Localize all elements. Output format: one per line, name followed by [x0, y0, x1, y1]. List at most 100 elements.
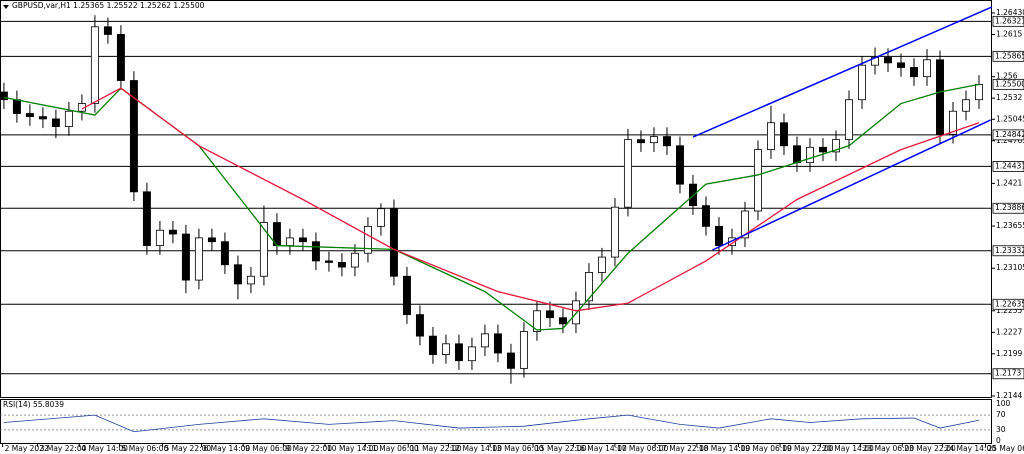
main-frame [0, 0, 992, 398]
x-tick-label: 24 May 14:00 [945, 444, 997, 453]
candle-body [584, 272, 593, 302]
candle-body [506, 352, 515, 369]
candle-body [350, 252, 359, 268]
level-box [992, 129, 1024, 141]
level-box [992, 50, 1024, 62]
x-tick-label: 16 May 14:00 [575, 444, 627, 453]
x-tick-label: 19 May 06:00 [740, 444, 792, 453]
candle-body [910, 67, 918, 78]
level-label: 1.26321 [995, 16, 1024, 25]
candle-body [116, 34, 125, 81]
y-tick-label: 1.25045 [996, 114, 1024, 123]
candle-body [402, 275, 411, 316]
level-label: 1.23332 [995, 246, 1024, 255]
candle-body [38, 116, 47, 120]
level-label: 1.24431 [995, 161, 1024, 170]
candle-body [754, 149, 762, 212]
candle-body [376, 208, 385, 227]
x-tick-label: 20 May 14:00 [822, 444, 874, 453]
level-label: 1.2173 [995, 369, 1021, 378]
x-tick-label: 23 May 22:00 [904, 444, 956, 453]
x-tick-label: 12 May 14:00 [451, 444, 503, 453]
candle-body [897, 62, 905, 68]
y-tick-label: 1.2144 [996, 391, 1022, 400]
candle-body [220, 241, 229, 266]
candle-body [337, 262, 346, 268]
x-tick-label: 2 May 2022 [5, 444, 49, 453]
candle-body [936, 59, 944, 135]
candle-body [129, 80, 138, 193]
x-tick-label: 11 May 06:00 [367, 444, 419, 453]
candle-body [975, 83, 983, 101]
x-tick-label: 18 May 14:00 [699, 444, 751, 453]
candle-body [610, 206, 619, 258]
y-tick-label: 1.256 [996, 72, 1018, 81]
candle-body [259, 222, 268, 277]
candle-body [51, 118, 60, 127]
x-tick-label: 11 May 22:00 [410, 444, 462, 453]
candle-body [767, 122, 775, 151]
candle-body [532, 310, 541, 332]
candle-body [571, 300, 580, 325]
candle-body [793, 145, 801, 164]
y-tick-label: 1.2255 [996, 306, 1022, 315]
y-tick-label: 1.26430 [996, 8, 1024, 17]
chart-title: GBPUSD,var,H1 1.25365 1.25522 1.25262 1.… [12, 1, 205, 10]
candle-body [363, 225, 372, 254]
candle-body [168, 229, 177, 235]
candle-body [64, 110, 73, 127]
x-tick-label: 13 May 06:00 [492, 444, 544, 453]
candle-body [832, 139, 840, 153]
level-box [992, 161, 1024, 172]
candle-body [519, 331, 528, 369]
trend-line [712, 119, 992, 251]
candle-body [962, 99, 970, 112]
candle-body [480, 333, 489, 348]
candle-body [298, 237, 307, 243]
rsi-tick-label: 100 [996, 399, 1011, 408]
candle-body [90, 26, 99, 104]
level-box [992, 245, 1024, 257]
y-tick-label: 1.2421 [996, 178, 1022, 187]
candle-body [740, 210, 749, 239]
x-tick-label: 5 May 06:00 [122, 444, 169, 453]
candle-body [884, 57, 892, 64]
y-tick-label: 1.24765 [996, 136, 1024, 145]
candle-body [25, 113, 34, 117]
level-label: 1.22635 [995, 299, 1024, 308]
level-box [992, 15, 1024, 27]
candle-body [923, 59, 931, 78]
x-tick-label: 10 May 14:00 [327, 444, 379, 453]
rsi-tick-label: 30 [996, 425, 1006, 434]
candle-body [103, 26, 112, 35]
candle-body [0, 91, 8, 101]
candle-body [493, 333, 502, 354]
candle-body [441, 343, 450, 355]
candle-body [858, 64, 866, 101]
y-tick-label: 1.2227 [996, 327, 1022, 336]
level-box [992, 298, 1024, 310]
candle-body [636, 139, 645, 144]
candle-body [194, 237, 203, 281]
candle-body [12, 99, 21, 114]
candle-body [454, 343, 463, 362]
candle-body [233, 264, 242, 285]
current-price-label: 1.25500 [995, 79, 1024, 88]
level-label: 1.25865 [995, 51, 1024, 60]
candle-body [806, 146, 814, 164]
level-label: 1.24842 [995, 130, 1024, 139]
trend-line [692, 6, 993, 138]
candle-body [324, 260, 333, 263]
y-tick-label: 1.23105 [996, 263, 1024, 272]
candle-body [597, 256, 606, 273]
menu-arrow [3, 5, 9, 9]
candle-body [819, 146, 827, 153]
x-tick-label: 17 May 22:00 [657, 444, 709, 453]
candle-body [845, 99, 853, 141]
candle-body [207, 237, 216, 243]
candle-body [780, 122, 788, 147]
candle-body [701, 205, 710, 227]
x-tick-label: 15 May 22:00 [535, 444, 587, 453]
